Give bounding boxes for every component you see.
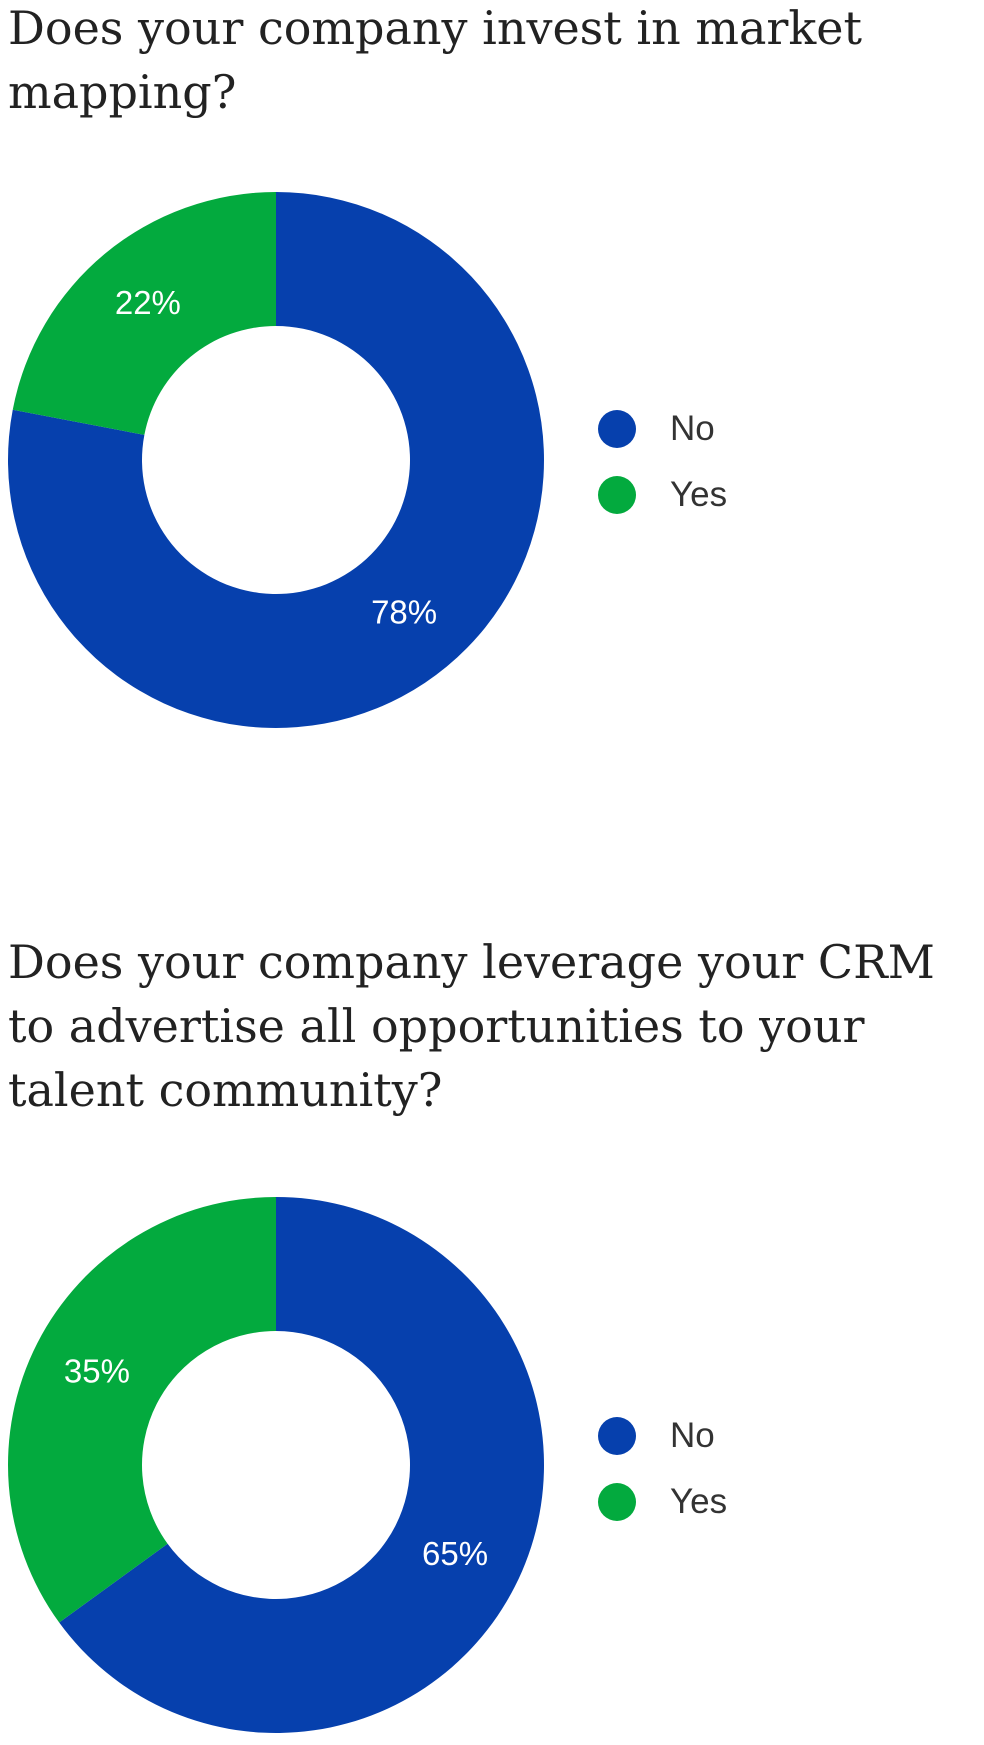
legend-label-yes: Yes [670, 475, 728, 514]
slice-label-yes: 22% [115, 284, 181, 321]
chart-title: Does your company invest in market mappi… [8, 1, 862, 119]
legend-swatch-no [598, 1417, 636, 1455]
legend-swatch-yes [598, 1483, 636, 1521]
donut-chart: 65% 35% [8, 1197, 545, 1733]
chart-title: Does your company leverage your CRM to a… [8, 935, 935, 1117]
slice-label-no: 78% [371, 594, 437, 631]
legend-label-yes: Yes [670, 1482, 728, 1521]
slice-label-no: 65% [422, 1535, 488, 1572]
slice-yes [12, 192, 277, 435]
chart-market-mapping: Does your company invest in market mappi… [0, 0, 984, 760]
slice-label-yes: 35% [64, 1352, 130, 1389]
slice-no [7, 192, 544, 728]
slice-yes [8, 1197, 277, 1623]
donut-chart: 78% 22% [7, 192, 544, 728]
chart-crm-advertising: Does your company leverage your CRM to a… [0, 930, 984, 1740]
legend-label-no: No [670, 1416, 715, 1455]
legend-swatch-no [598, 410, 636, 448]
legend-swatch-yes [598, 476, 636, 514]
slice-no [59, 1197, 545, 1733]
legend-label-no: No [670, 409, 715, 448]
